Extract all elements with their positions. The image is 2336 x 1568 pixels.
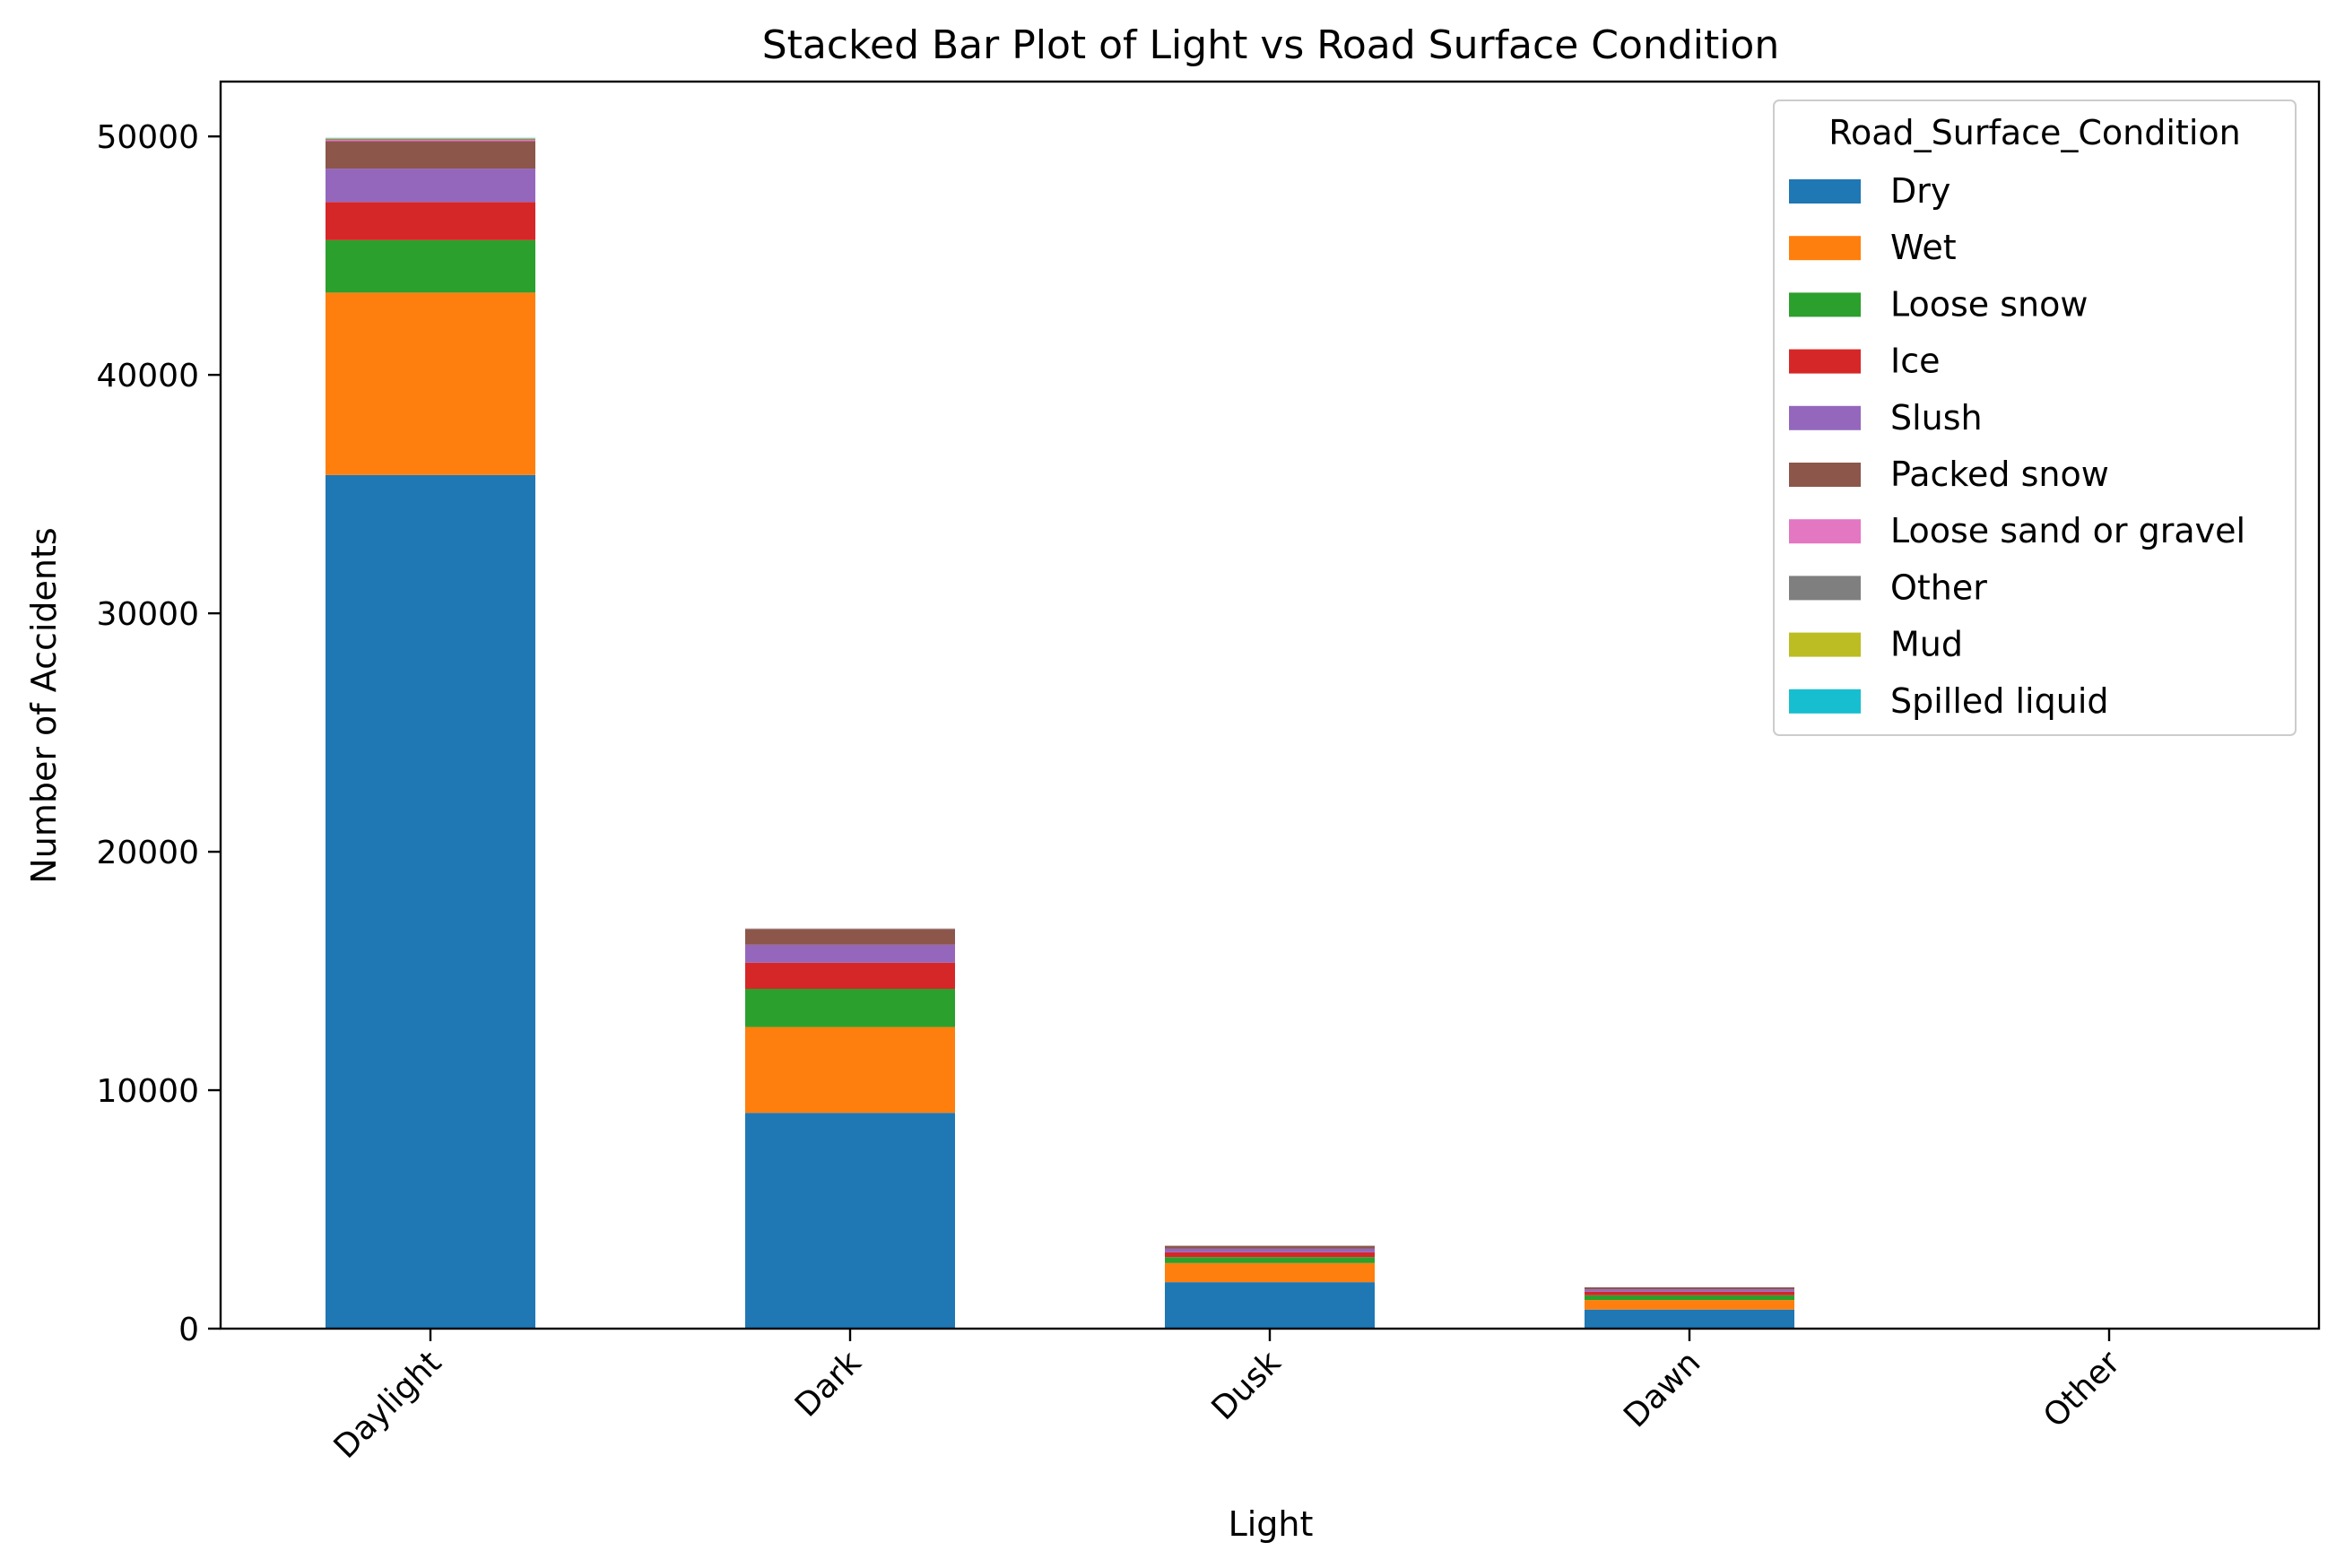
bar-segment-dark-wet [745, 1027, 955, 1113]
y-tick-label: 20000 [96, 835, 199, 871]
bar-segment-dark-ice [745, 962, 955, 989]
bar-segment-daylight-other [326, 138, 535, 140]
y-tick-label: 40000 [96, 358, 199, 394]
bar-segment-dusk-dry [1165, 1282, 1375, 1329]
legend-label: Spilled liquid [1890, 681, 2109, 721]
y-axis: 0 10000 20000 30000 40000 50000 [96, 119, 221, 1348]
y-tick-label: 10000 [96, 1073, 199, 1110]
bar-segment-dawn-dry [1585, 1309, 1794, 1329]
legend-swatch-wet [1789, 236, 1861, 261]
bar-segment-dusk-wet [1165, 1262, 1375, 1283]
legend-swatch-loose-sand-or-gravel [1789, 519, 1861, 544]
legend-label: Ice [1890, 342, 1940, 381]
legend-swatch-loose-snow [1789, 292, 1861, 317]
y-tick-label: 0 [178, 1312, 199, 1348]
bar-segment-dawn-slush [1585, 1289, 1794, 1292]
bar-segment-dark-packed-snow [745, 929, 955, 945]
y-axis-label: Number of Accidents [24, 527, 64, 883]
legend-swatch-mud [1789, 632, 1861, 657]
bar-segment-daylight-packed-snow [326, 141, 535, 169]
bar-segment-dusk-loose-snow [1165, 1257, 1375, 1263]
bar-segment-dark-dry [745, 1113, 955, 1329]
legend-label: Packed snow [1890, 455, 2109, 494]
bar-segment-dawn-wet [1585, 1300, 1794, 1310]
bar-segment-dawn-loose-snow [1585, 1295, 1794, 1301]
bar-segment-daylight-ice [326, 202, 535, 240]
legend-label: Wet [1890, 228, 1957, 267]
bar-segment-daylight-dry [326, 474, 535, 1329]
bars-group [326, 137, 2214, 1329]
legend-swatch-other [1789, 576, 1861, 601]
legend-title: Road_Surface_Condition [1828, 113, 2240, 152]
bar-segment-dark-loose-snow [745, 988, 955, 1027]
y-tick-label: 50000 [96, 119, 199, 156]
legend-label: Slush [1890, 398, 1983, 437]
bar-segment-daylight-loose-sand-or-gravel [326, 139, 535, 142]
x-axis-label: Light [1229, 1504, 1314, 1544]
bar-segment-dark-slush [745, 944, 955, 963]
bar-segment-daylight-loose-snow [326, 239, 535, 293]
bar-segment-dusk-packed-snow [1165, 1245, 1375, 1249]
bar-segment-daylight-wet [326, 292, 535, 475]
y-tick-label: 30000 [96, 596, 199, 633]
legend-items: Dry Wet Loose snow Ice Slush Packed snow Loose… [1789, 171, 2245, 721]
bar-segment-daylight-mud [326, 138, 535, 139]
bar-segment-dawn-packed-snow [1585, 1286, 1794, 1290]
bar-segment-daylight-slush [326, 169, 535, 203]
legend-swatch-spilled-liquid [1789, 689, 1861, 714]
bar-segment-dusk-ice [1165, 1252, 1375, 1258]
legend-label: Loose sand or gravel [1890, 511, 2245, 550]
legend-swatch-slush [1789, 405, 1861, 430]
legend: Road_Surface_Condition Dry Wet Loose snow I… [1773, 100, 2297, 736]
legend-label: Loose snow [1890, 284, 2088, 324]
legend-swatch-dry [1789, 179, 1861, 204]
legend-swatch-ice [1789, 349, 1861, 374]
legend-label: Mud [1890, 625, 1963, 664]
chart-title: Stacked Bar Plot of Light vs Road Surfac… [762, 22, 1779, 68]
bar-segment-dawn-ice [1585, 1291, 1794, 1295]
legend-box [1773, 100, 2297, 736]
legend-label: Other [1890, 567, 1987, 607]
legend-label: Dry [1890, 171, 1950, 211]
bar-segment-dusk-slush [1165, 1248, 1375, 1252]
legend-swatch-packed-snow [1789, 463, 1861, 487]
